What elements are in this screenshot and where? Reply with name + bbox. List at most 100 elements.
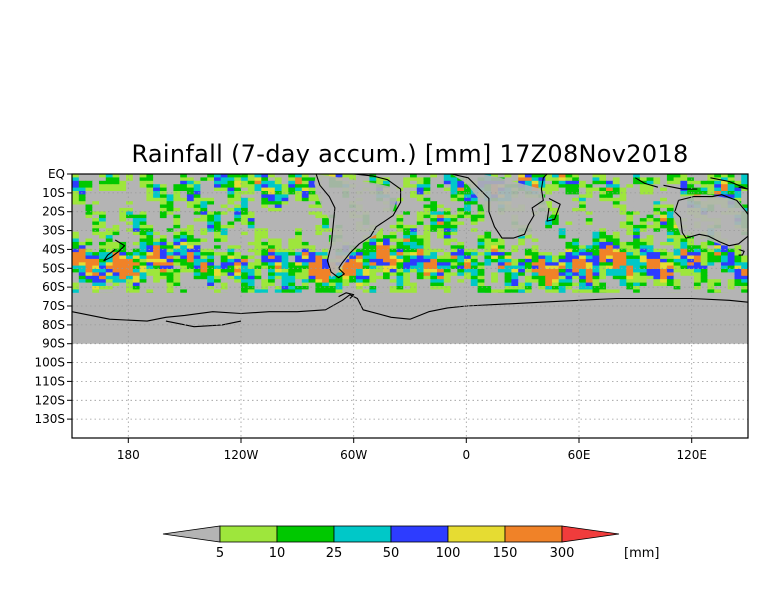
rain-cell bbox=[619, 197, 627, 202]
rain-cell bbox=[281, 207, 289, 212]
rain-cell bbox=[220, 255, 229, 260]
rain-cell bbox=[220, 279, 229, 284]
rain-cell bbox=[734, 286, 742, 290]
rain-cell bbox=[430, 221, 438, 226]
rain-cell bbox=[565, 279, 573, 284]
rain-cell bbox=[105, 204, 114, 209]
rain-cell bbox=[660, 201, 668, 206]
rain-cell bbox=[389, 262, 398, 267]
rain-cell bbox=[660, 238, 668, 243]
rain-cell bbox=[92, 289, 100, 294]
rain-cell bbox=[606, 235, 614, 240]
rain-cell bbox=[585, 187, 594, 192]
rain-cell bbox=[78, 184, 87, 189]
rain-cell bbox=[214, 258, 222, 263]
rain-cell bbox=[552, 282, 560, 287]
rain-cell bbox=[234, 238, 242, 243]
rain-cell bbox=[119, 174, 127, 178]
rain-cell bbox=[592, 279, 600, 284]
rain-cell bbox=[234, 235, 242, 240]
rain-cell bbox=[200, 275, 208, 280]
rain-cell bbox=[173, 204, 181, 209]
coastline bbox=[338, 292, 355, 299]
rain-cell bbox=[639, 289, 648, 294]
rain-cell bbox=[72, 279, 80, 284]
rain-cell bbox=[193, 265, 202, 270]
rain-cell bbox=[72, 245, 80, 250]
rain-cell bbox=[653, 204, 661, 209]
rain-cell bbox=[579, 235, 587, 240]
rain-cell bbox=[653, 255, 661, 260]
rain-cell bbox=[146, 214, 154, 219]
rain-cell bbox=[484, 269, 492, 273]
rain-cell bbox=[342, 279, 350, 284]
rain-cell bbox=[254, 174, 262, 178]
rain-cell bbox=[295, 255, 303, 260]
rain-cell bbox=[693, 258, 702, 263]
rain-cell bbox=[416, 211, 425, 216]
rain-cell bbox=[599, 269, 607, 273]
rain-cell bbox=[362, 255, 371, 260]
rain-cell bbox=[139, 289, 147, 294]
y-tick-label: 30S bbox=[42, 224, 65, 238]
rain-cell bbox=[268, 177, 276, 182]
rain-cell bbox=[727, 248, 736, 253]
rain-cell bbox=[369, 286, 377, 290]
rain-cell bbox=[450, 258, 458, 263]
rain-cell bbox=[301, 286, 310, 290]
rain-cell bbox=[579, 248, 587, 253]
rain-cell bbox=[430, 207, 438, 212]
rain-cell bbox=[241, 207, 249, 212]
rain-cell bbox=[159, 201, 168, 206]
rain-cell bbox=[477, 221, 485, 226]
rain-cell bbox=[700, 174, 709, 178]
rain-cell bbox=[450, 265, 458, 270]
rain-cell bbox=[734, 184, 742, 189]
rain-cell bbox=[376, 289, 384, 294]
rain-cell bbox=[410, 207, 418, 212]
rain-cell bbox=[207, 262, 215, 267]
rain-cell bbox=[207, 201, 215, 206]
rain-cell bbox=[491, 282, 499, 287]
rain-cell bbox=[241, 238, 249, 243]
rain-cell bbox=[457, 245, 465, 250]
rain-cell bbox=[741, 184, 748, 189]
rain-cell bbox=[470, 262, 479, 267]
rain-cell bbox=[146, 235, 154, 240]
rain-cell bbox=[241, 187, 249, 192]
rain-cell bbox=[234, 286, 242, 290]
rain-cell bbox=[552, 289, 560, 294]
rain-cell bbox=[660, 286, 668, 290]
rain-cell bbox=[531, 275, 540, 280]
rain-cell bbox=[200, 238, 208, 243]
x-tick-label: 180 bbox=[117, 448, 140, 462]
rain-cell bbox=[295, 252, 303, 257]
rain-cell bbox=[639, 218, 648, 223]
rain-cell bbox=[477, 279, 485, 284]
rain-cell bbox=[552, 265, 560, 270]
rain-cell bbox=[430, 211, 438, 216]
rain-cell bbox=[491, 286, 499, 290]
rain-cell bbox=[579, 279, 587, 284]
rain-cell bbox=[666, 245, 675, 250]
rain-cell bbox=[281, 245, 289, 250]
rain-cell bbox=[146, 187, 154, 192]
rain-cell bbox=[119, 201, 127, 206]
rain-cell bbox=[234, 262, 242, 267]
rain-cell bbox=[552, 272, 560, 277]
rain-cell bbox=[369, 180, 377, 185]
rain-cell bbox=[666, 231, 675, 236]
rain-cell bbox=[322, 248, 330, 253]
rain-cell bbox=[126, 252, 134, 257]
rain-cell bbox=[673, 197, 681, 202]
rain-cell bbox=[132, 187, 141, 192]
colorbar-swatch bbox=[390, 525, 449, 543]
rain-cell bbox=[234, 248, 242, 253]
rain-cell bbox=[159, 255, 168, 260]
rain-cell bbox=[207, 214, 215, 219]
rain-cell bbox=[261, 224, 269, 229]
rain-cell bbox=[646, 272, 654, 277]
rain-cell bbox=[241, 221, 249, 226]
rain-cell bbox=[247, 221, 256, 226]
rain-cell bbox=[153, 201, 161, 206]
